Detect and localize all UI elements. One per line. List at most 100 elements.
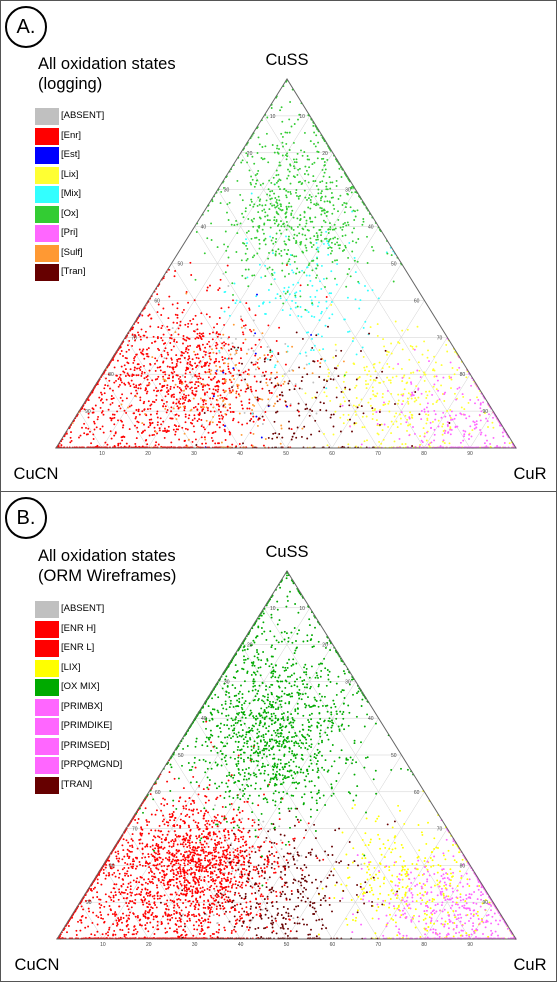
data-point bbox=[135, 389, 138, 392]
data-point bbox=[192, 397, 195, 400]
data-point bbox=[138, 413, 141, 416]
data-point bbox=[171, 379, 174, 382]
data-point bbox=[423, 408, 426, 411]
data-point bbox=[354, 298, 357, 301]
data-point bbox=[153, 389, 155, 392]
grid-line bbox=[125, 828, 195, 940]
data-point bbox=[401, 348, 404, 351]
data-point bbox=[331, 181, 334, 184]
data-point bbox=[173, 819, 176, 822]
data-point bbox=[310, 201, 312, 204]
data-point bbox=[296, 152, 299, 155]
data-point bbox=[420, 392, 423, 395]
data-point bbox=[219, 861, 222, 864]
data-point bbox=[231, 375, 234, 378]
data-point bbox=[200, 338, 203, 341]
data-point bbox=[257, 196, 260, 199]
data-point bbox=[129, 863, 132, 866]
data-point bbox=[301, 387, 304, 390]
data-point bbox=[140, 328, 143, 331]
data-point bbox=[327, 368, 330, 371]
data-point bbox=[173, 909, 176, 912]
data-point bbox=[342, 360, 345, 363]
data-point bbox=[268, 378, 271, 381]
data-point bbox=[202, 851, 205, 854]
data-point bbox=[337, 244, 340, 247]
data-point bbox=[210, 436, 213, 439]
data-point bbox=[112, 863, 115, 866]
data-point bbox=[412, 347, 415, 350]
data-point bbox=[297, 315, 300, 317]
data-point bbox=[179, 898, 182, 901]
data-point bbox=[185, 346, 188, 349]
legend-swatch bbox=[35, 225, 59, 242]
data-point bbox=[206, 383, 209, 386]
data-point bbox=[486, 420, 489, 423]
data-point bbox=[154, 847, 157, 850]
data-point bbox=[381, 392, 384, 395]
data-point bbox=[226, 839, 228, 842]
data-point bbox=[186, 362, 189, 365]
data-point bbox=[198, 853, 200, 856]
data-point bbox=[117, 852, 120, 855]
data-point bbox=[301, 182, 304, 185]
data-point bbox=[386, 376, 389, 379]
data-point bbox=[153, 340, 156, 343]
data-point bbox=[331, 228, 334, 231]
data-point bbox=[456, 387, 459, 390]
data-point bbox=[435, 401, 438, 404]
data-point bbox=[285, 235, 287, 238]
data-point bbox=[186, 345, 189, 348]
data-point bbox=[256, 293, 258, 296]
data-point bbox=[172, 401, 175, 404]
data-point bbox=[150, 870, 152, 872]
data-point bbox=[201, 335, 204, 337]
data-point bbox=[288, 131, 291, 134]
data-point bbox=[246, 276, 249, 279]
data-point bbox=[142, 348, 145, 351]
data-point bbox=[204, 384, 207, 387]
data-point bbox=[129, 885, 132, 888]
data-point bbox=[383, 423, 386, 426]
data-point bbox=[105, 863, 108, 866]
data-point bbox=[146, 824, 149, 827]
data-point bbox=[269, 358, 272, 361]
data-point bbox=[183, 432, 186, 435]
legend-swatch bbox=[35, 244, 59, 262]
data-point bbox=[347, 223, 350, 226]
data-point bbox=[160, 353, 163, 356]
data-point bbox=[230, 802, 233, 805]
data-point bbox=[141, 901, 144, 904]
tick-label: 20 bbox=[247, 151, 253, 157]
data-point bbox=[250, 237, 253, 240]
data-point bbox=[323, 164, 326, 167]
data-point bbox=[217, 289, 220, 291]
data-point bbox=[192, 808, 195, 811]
data-point bbox=[162, 361, 165, 364]
data-point bbox=[152, 335, 155, 338]
data-point bbox=[423, 432, 426, 435]
data-point bbox=[249, 385, 252, 388]
data-point bbox=[129, 385, 132, 387]
data-point bbox=[287, 345, 289, 348]
data-point bbox=[236, 373, 239, 376]
data-point bbox=[194, 438, 197, 441]
data-point bbox=[387, 402, 390, 405]
data-point bbox=[122, 912, 124, 915]
data-point bbox=[297, 402, 300, 405]
data-point bbox=[342, 223, 345, 226]
legend-swatch bbox=[35, 127, 59, 145]
data-point bbox=[415, 345, 418, 348]
data-point bbox=[102, 413, 105, 416]
data-point bbox=[300, 380, 303, 382]
data-point bbox=[135, 415, 138, 418]
data-point bbox=[285, 196, 288, 199]
data-point bbox=[131, 846, 134, 849]
data-point bbox=[229, 372, 232, 375]
data-point bbox=[137, 374, 140, 377]
data-point bbox=[96, 930, 99, 933]
data-point bbox=[223, 815, 226, 818]
data-point bbox=[241, 423, 244, 426]
data-point bbox=[266, 384, 269, 387]
